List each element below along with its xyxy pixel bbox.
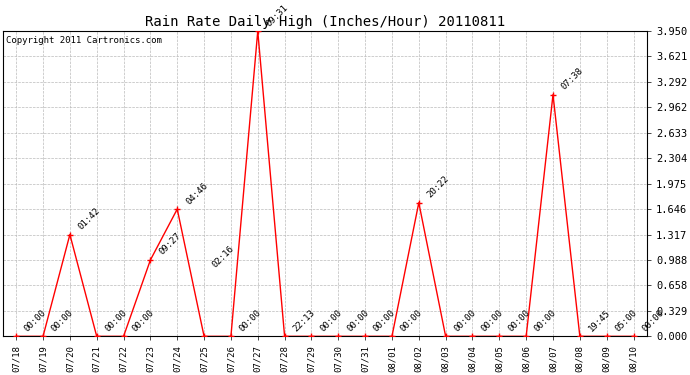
Text: 04:46: 04:46 [184, 181, 209, 206]
Text: 05:00: 05:00 [613, 308, 639, 333]
Text: 00:00: 00:00 [479, 308, 504, 333]
Text: 00:00: 00:00 [506, 308, 531, 333]
Text: 00:00: 00:00 [372, 308, 397, 333]
Text: 19:45: 19:45 [586, 308, 612, 333]
Text: 07:38: 07:38 [560, 66, 585, 92]
Text: 01:42: 01:42 [77, 206, 102, 231]
Text: 00:00: 00:00 [533, 308, 558, 333]
Text: 00:00: 00:00 [318, 308, 344, 333]
Text: 00:00: 00:00 [23, 308, 48, 333]
Text: 02:16: 02:16 [210, 244, 236, 270]
Title: Rain Rate Daily High (Inches/Hour) 20110811: Rain Rate Daily High (Inches/Hour) 20110… [145, 15, 505, 28]
Text: 00:00: 00:00 [50, 308, 75, 333]
Text: 00:00: 00:00 [130, 308, 156, 333]
Text: 09:27: 09:27 [157, 231, 182, 257]
Text: 00:00: 00:00 [237, 308, 263, 333]
Text: 00:00: 00:00 [453, 308, 477, 333]
Text: 00:00: 00:00 [640, 308, 666, 333]
Text: 00:00: 00:00 [104, 308, 129, 333]
Text: 22:13: 22:13 [291, 308, 317, 333]
Text: 09:31: 09:31 [264, 3, 290, 28]
Text: 20:22: 20:22 [426, 174, 451, 200]
Text: 00:00: 00:00 [399, 308, 424, 333]
Text: 00:00: 00:00 [345, 308, 371, 333]
Text: Copyright 2011 Cartronics.com: Copyright 2011 Cartronics.com [6, 36, 162, 45]
